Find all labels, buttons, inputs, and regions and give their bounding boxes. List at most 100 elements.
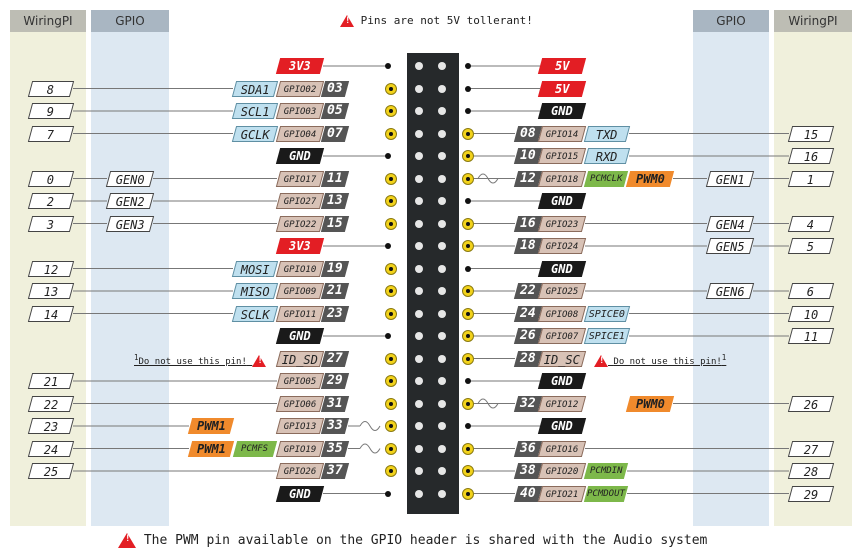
pin-number-text: 27 [327,350,343,366]
wiringpi-number: 4 [787,215,835,232]
header-hole [415,107,423,115]
gpio-name-text: GPIO14 [545,129,578,140]
gen-label-text: GEN3 [115,217,145,232]
pin-number-text: 37 [327,463,343,478]
power-label: 5V [537,58,587,74]
pin-number-text: 35 [327,440,343,456]
do-not-use-text: Do not use this pin! [138,356,247,367]
gpio-right-header: GPIO [693,10,769,32]
pin-number: 31 [320,395,350,412]
pwm-function: PWM1 [187,440,235,457]
gpio-name-text: GPIO09 [283,287,316,297]
gpio-name-text: GPIO17 [283,174,316,185]
pin-number-text: 05 [327,103,343,118]
pin-number: 23 [320,305,350,322]
header-hole [438,62,446,70]
header-hole [438,264,446,273]
wiringpi-number: 7 [27,125,75,142]
power-label-text: GND [289,329,311,343]
wiringpi-number-text: 22 [43,397,58,412]
wiringpi-number: 6 [787,283,835,299]
top-warning-text: Pins are not 5V tollerant! [360,14,533,27]
gen-label-text: GEN5 [715,240,745,254]
gpio-name: GPIO14 [537,125,587,142]
power-pin-dot [465,108,471,114]
wiringpi-number: 12 [27,260,75,277]
gpio-name: GPIO08 [537,305,587,322]
pcm-function-text: PCMDOUT [587,488,625,499]
pin-number-text: 10 [520,148,536,163]
pcm-function: PCMDOUT [583,485,629,502]
gpio-pin-dot [385,262,397,275]
gpio-left-header: GPIO [91,10,169,32]
header-hole [438,399,446,408]
gpio-pin-dot [462,127,474,140]
gpio-name: GPIO22 [275,215,325,232]
header-hole [438,84,446,93]
header-hole [415,309,423,318]
pin-number: 37 [320,463,350,479]
note-marker: 1 [134,352,139,362]
gen-label: GEN1 [705,170,755,187]
alt-function: TXD [583,125,631,142]
pin-number-text: 15 [327,215,343,231]
power-pin-dot [385,63,391,69]
wiringpi-number: 10 [787,305,835,322]
pwm-function-text: PWM1 [196,419,226,433]
power-pin-dot [465,85,471,92]
pcm-function-text: PCMDIN [589,466,623,476]
power-label-text: GND [551,104,573,118]
gpio-name-text: GPIO20 [545,467,578,477]
gpio-name: ID_SC [537,350,587,367]
power-label: GND [537,260,587,277]
power-pin-dot [385,490,391,497]
gpio-name-text: GPIO03 [283,107,316,117]
pin-number-text: 12 [520,170,536,186]
pcm-function: PCMCLK [583,170,629,187]
power-pin-dot [465,378,471,384]
wiringpi-number-text: 8 [47,82,55,97]
power-label: GND [275,485,325,502]
header-hole [415,332,423,340]
gpio-pin-dot [385,352,397,365]
header-hole [415,84,423,93]
header-hole [438,242,446,250]
header-hole [438,219,446,228]
wiringpi-number: 21 [27,373,75,389]
gpio-name-text: ID_SD [281,352,318,367]
power-label: GND [537,373,587,389]
pin-number: 05 [320,103,350,119]
pin-number-text: 23 [327,305,343,321]
gpio-name-text: GPIO05 [283,377,316,387]
wiringpi-number: 11 [787,328,835,344]
gen-label-text: GEN1 [715,172,745,187]
pin-number-text: 21 [327,283,343,298]
header-hole [415,287,423,295]
alt-function-text: GCLK [240,127,270,142]
gen-label: GEN2 [105,193,155,209]
power-label-text: 5V [554,59,570,73]
gpio-pin-dot [462,172,474,185]
alt-function: SDA1 [231,80,279,97]
wiringpi-number: 16 [787,148,835,164]
gpio-name-text: GPIO04 [283,129,316,140]
pwm-function-text: PWM0 [635,171,665,186]
wiringpi-number-text: 12 [43,262,58,277]
alt-function: GCLK [231,125,279,142]
gpio-name-text: GPIO10 [283,264,316,275]
header-hole [415,377,423,385]
header-hole [415,174,423,183]
wiringpi-number-text: 28 [803,465,818,479]
note-marker: 1 [721,352,727,362]
gpio-name-text: GPIO22 [283,219,316,230]
gpio-name-text: GPIO19 [283,444,316,455]
wiringpi-number-text: 29 [803,487,818,502]
wiringpi-number: 2 [27,193,75,209]
gen-label: GEN0 [105,170,155,187]
wiringpi-number-text: 16 [803,150,818,164]
header-hole [415,489,423,498]
power-label: 3V3 [275,238,325,254]
warning-icon [594,355,608,367]
power-label: 5V [537,80,587,97]
gpio-name-text: GPIO06 [283,399,316,410]
